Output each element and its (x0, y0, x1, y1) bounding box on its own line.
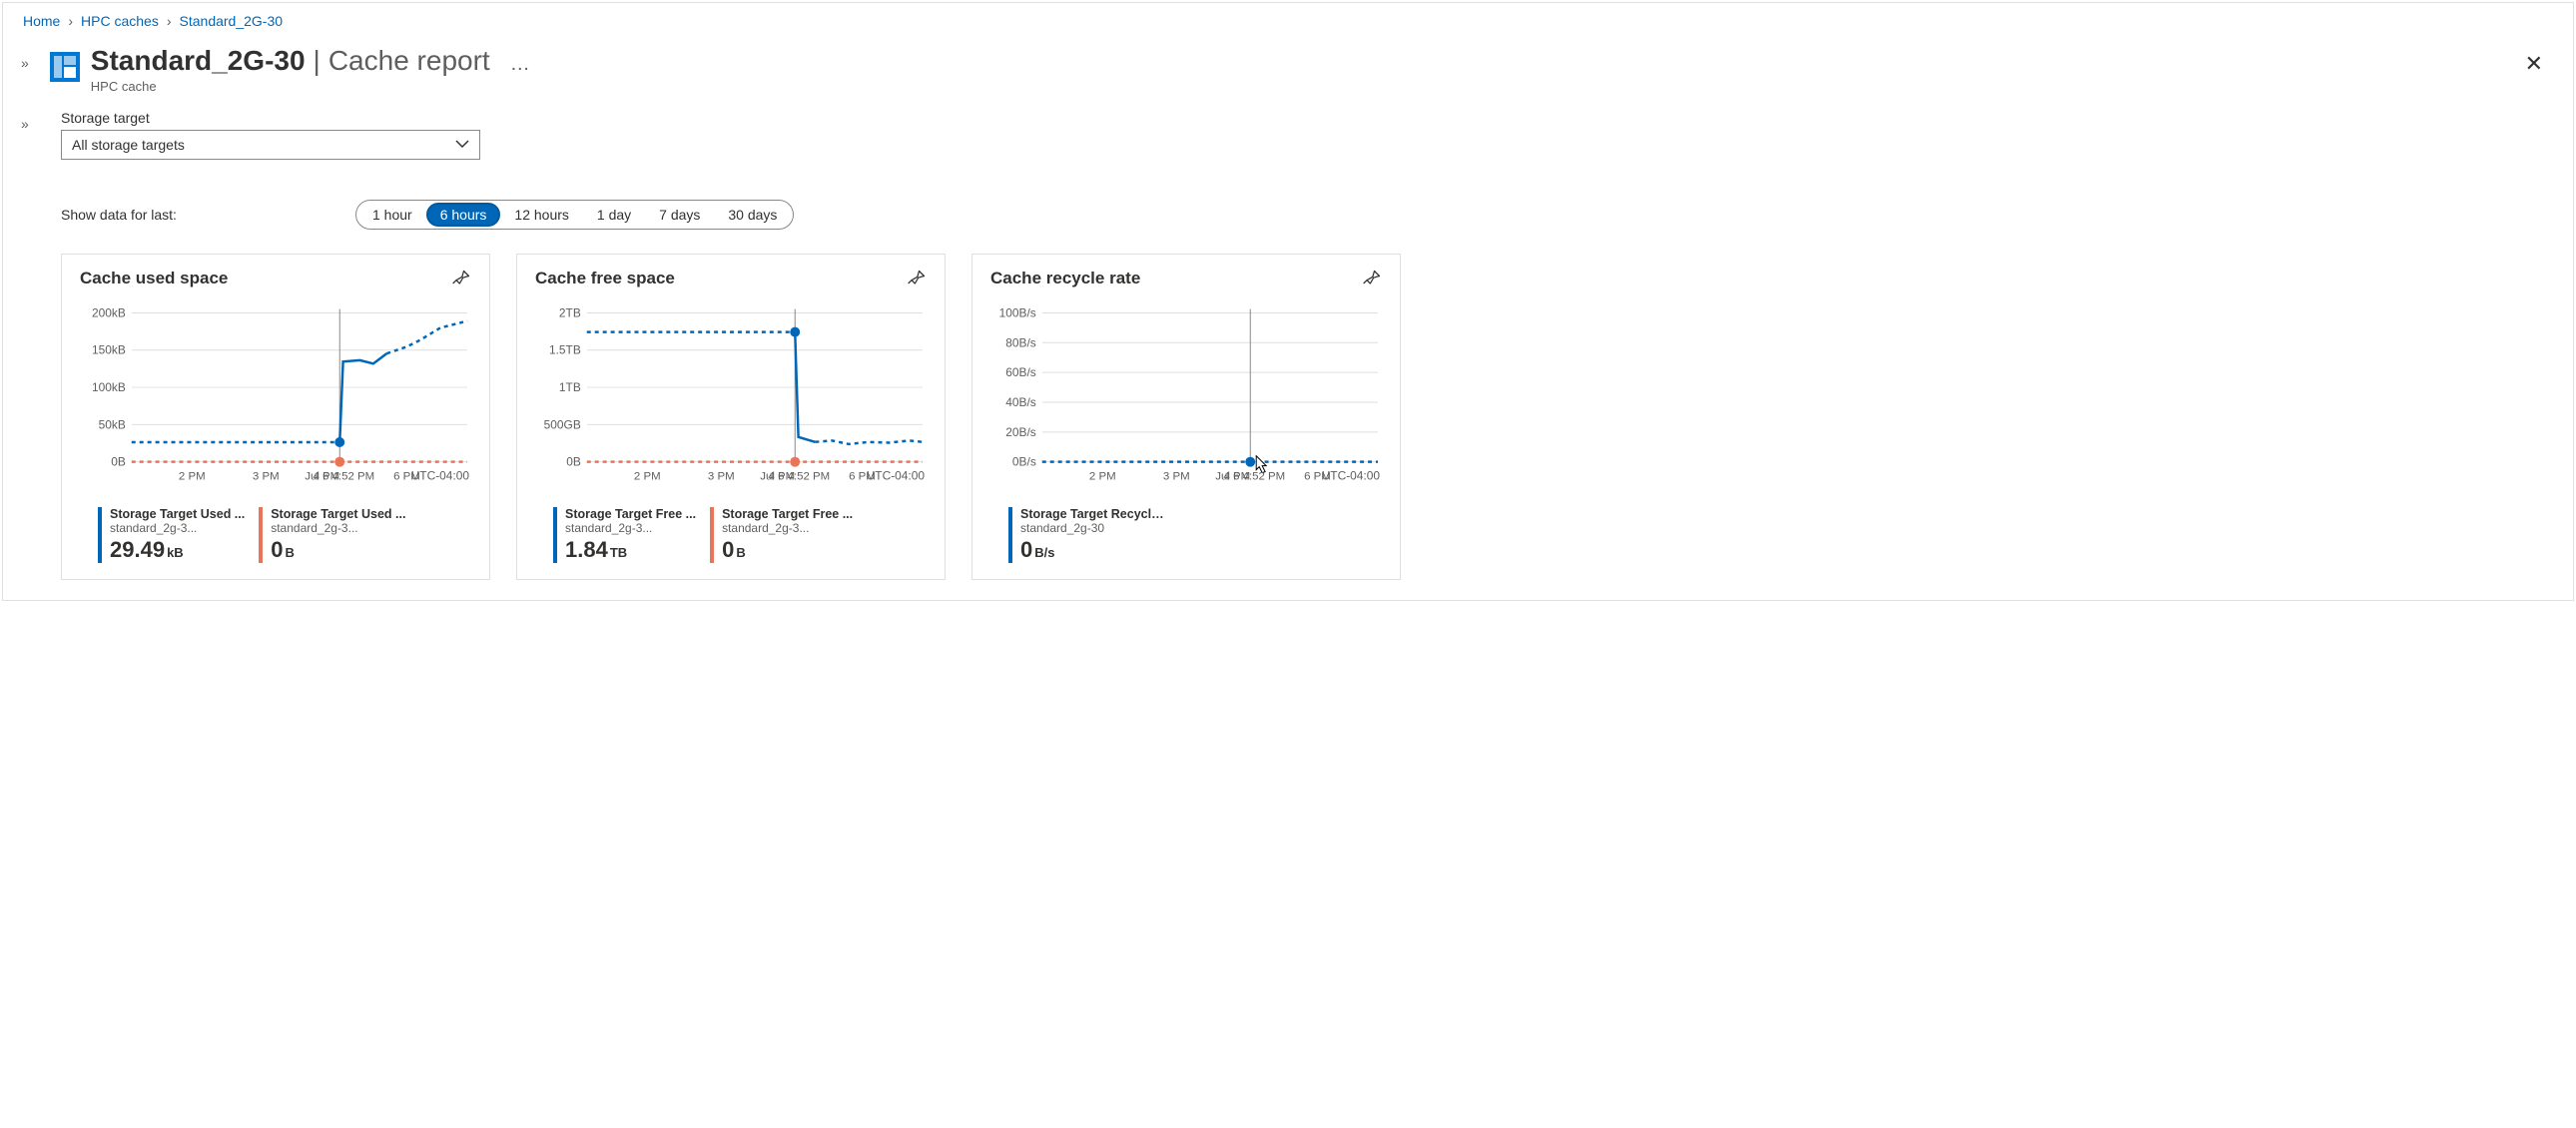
svg-text:3 PM: 3 PM (1163, 471, 1190, 483)
svg-text:100kB: 100kB (92, 380, 126, 394)
legend-subtitle: standard_2g-3... (271, 521, 405, 535)
resource-name: Standard_2G-30 (91, 45, 306, 77)
time-range-30-days[interactable]: 30 days (714, 203, 791, 227)
svg-text:2 PM: 2 PM (634, 471, 661, 483)
svg-text:20B/s: 20B/s (1005, 425, 1036, 439)
svg-text:UTC-04:00: UTC-04:00 (867, 469, 926, 483)
time-range-label: Show data for last: (61, 207, 355, 223)
expand-menu-button[interactable]: » (21, 55, 29, 71)
svg-text:150kB: 150kB (92, 343, 126, 357)
svg-text:0B: 0B (111, 455, 126, 469)
page-title: Cache report (328, 45, 490, 77)
time-range-7-days[interactable]: 7 days (645, 203, 714, 227)
legend-title: Storage Target Recycle Rate (Avg) (1020, 507, 1170, 521)
svg-text:60B/s: 60B/s (1005, 365, 1036, 379)
legend-value: 0B/s (1020, 537, 1170, 563)
svg-text:3 PM: 3 PM (253, 471, 280, 483)
svg-text:200kB: 200kB (92, 305, 126, 319)
legend-value: 1.84TB (565, 537, 696, 563)
legend-item[interactable]: Storage Target Used ... standard_2g-3...… (98, 507, 245, 563)
time-range-12-hours[interactable]: 12 hours (500, 203, 582, 227)
pin-icon[interactable] (451, 269, 471, 291)
legend-item[interactable]: Storage Target Free ... standard_2g-3...… (710, 507, 853, 563)
chart-title: Cache recycle rate (990, 269, 1140, 288)
more-actions-button[interactable]: … (510, 53, 530, 76)
svg-text:Jul 6 4:52 PM: Jul 6 4:52 PM (305, 471, 374, 483)
breadcrumb-home[interactable]: Home (23, 13, 60, 29)
legend-item[interactable]: Storage Target Recycle Rate (Avg) standa… (1008, 507, 1170, 563)
svg-text:3 PM: 3 PM (708, 471, 735, 483)
svg-text:0B: 0B (566, 455, 581, 469)
svg-text:100B/s: 100B/s (999, 305, 1036, 319)
chevron-right-icon: › (167, 13, 172, 29)
time-range-selector: 1 hour6 hours12 hours1 day7 days30 days (355, 200, 794, 230)
chevron-down-icon (455, 138, 469, 152)
resource-type-icon (49, 51, 81, 83)
time-range-1-day[interactable]: 1 day (583, 203, 645, 227)
svg-text:500GB: 500GB (544, 417, 581, 431)
legend-subtitle: standard_2g-3... (565, 521, 696, 535)
breadcrumb-hpc-caches[interactable]: HPC caches (81, 13, 159, 29)
breadcrumb: Home › HPC caches › Standard_2G-30 (3, 3, 2573, 39)
svg-text:40B/s: 40B/s (1005, 395, 1036, 409)
storage-target-select[interactable]: All storage targets (61, 130, 480, 160)
pin-icon[interactable] (1362, 269, 1382, 291)
legend-value: 0B (722, 537, 853, 563)
legend-value: 0B (271, 537, 405, 563)
time-range-1-hour[interactable]: 1 hour (358, 203, 426, 227)
legend-item[interactable]: Storage Target Free ... standard_2g-3...… (553, 507, 696, 563)
cache-free-space-card: Cache free space 0B 500GB 1TB 1.5TB 2TB 2 PM 3… (516, 254, 946, 580)
cache-used-space-card: Cache used space 0B 50kB 100kB 150kB 200kB 2 … (61, 254, 490, 580)
chart-title: Cache used space (80, 269, 228, 288)
legend-subtitle: standard_2g-3... (722, 521, 853, 535)
svg-text:80B/s: 80B/s (1005, 335, 1036, 349)
legend-item[interactable]: Storage Target Used ... standard_2g-3...… (259, 507, 405, 563)
title-separator: | (314, 45, 321, 77)
legend-title: Storage Target Free ... (565, 507, 696, 521)
storage-target-value: All storage targets (72, 137, 185, 153)
svg-text:2 PM: 2 PM (1089, 471, 1116, 483)
resource-type-label: HPC cache (91, 79, 2515, 94)
svg-text:Jul 6 4:52 PM: Jul 6 4:52 PM (760, 471, 830, 483)
breadcrumb-resource[interactable]: Standard_2G-30 (180, 13, 284, 29)
svg-text:2TB: 2TB (559, 305, 581, 319)
legend-title: Storage Target Free ... (722, 507, 853, 521)
page-header: » Standard_2G-30 | Cache report … HPC ca… (3, 39, 2573, 100)
chart-cache-used-space[interactable]: 0B50kB100kB150kB200kB2 PM3 PM4 PM6 PMJul… (84, 299, 471, 499)
close-button[interactable]: ✕ (2515, 45, 2553, 83)
time-range-6-hours[interactable]: 6 hours (426, 203, 501, 227)
svg-text:Jul 6 4:52 PM: Jul 6 4:52 PM (1215, 471, 1285, 483)
svg-text:UTC-04:00: UTC-04:00 (411, 469, 470, 483)
chevron-right-icon: › (68, 13, 73, 29)
storage-target-label: Storage target (61, 110, 2553, 126)
cache-recycle-rate-card: Cache recycle rate 0B/s 20B/s 40B/s 60B/s 80… (971, 254, 1401, 580)
chart-cache-recycle-rate[interactable]: 0B/s20B/s40B/s60B/s80B/s100B/s2 PM3 PM4 … (994, 299, 1382, 499)
svg-text:1.5TB: 1.5TB (549, 343, 581, 357)
legend-value: 29.49kB (110, 537, 245, 563)
svg-text:0B/s: 0B/s (1012, 455, 1036, 469)
legend-title: Storage Target Used ... (110, 507, 245, 521)
legend-title: Storage Target Used ... (271, 507, 405, 521)
legend-subtitle: standard_2g-30 (1020, 521, 1170, 535)
svg-text:50kB: 50kB (99, 417, 126, 431)
svg-text:UTC-04:00: UTC-04:00 (1322, 469, 1381, 483)
expand-submenu-button[interactable]: » (21, 116, 29, 132)
chart-cache-free-space[interactable]: 0B500GB1TB1.5TB2TB2 PM3 PM4 PM6 PMJul 6 … (539, 299, 927, 499)
pin-icon[interactable] (907, 269, 927, 291)
legend-subtitle: standard_2g-3... (110, 521, 245, 535)
svg-text:2 PM: 2 PM (179, 471, 206, 483)
chart-title: Cache free space (535, 269, 675, 288)
svg-text:1TB: 1TB (559, 380, 581, 394)
